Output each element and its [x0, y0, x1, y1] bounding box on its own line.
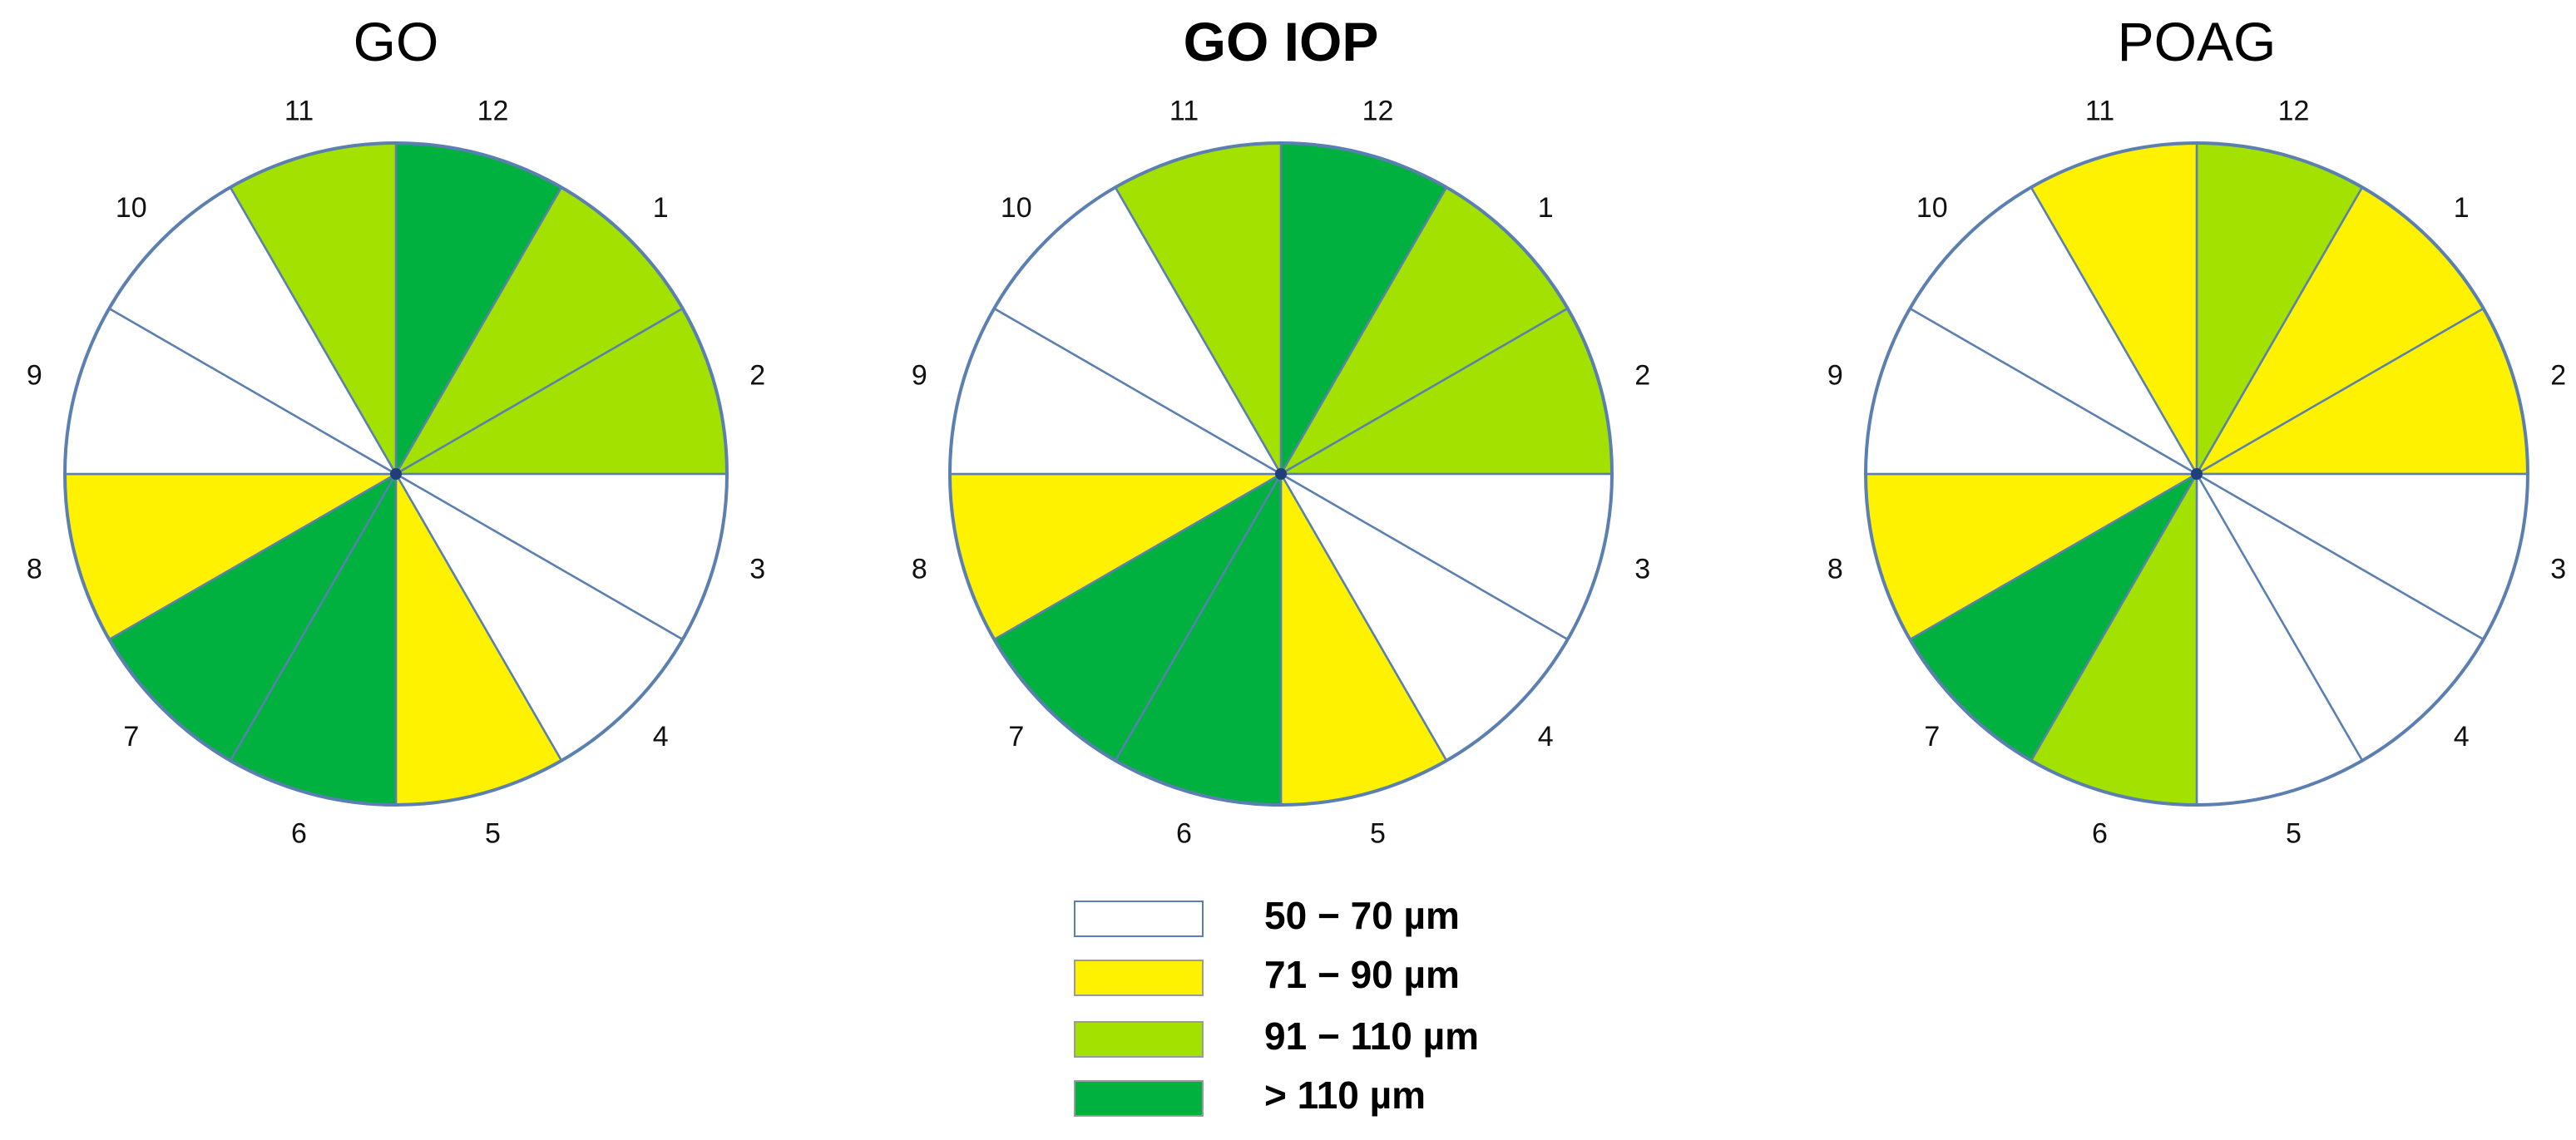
clock-label-6: 6 [1176, 818, 1192, 850]
clock-label-12: 12 [477, 95, 509, 126]
disc-outline [1864, 141, 2529, 807]
panel-title: GO IOP [1184, 11, 1379, 72]
panel-title: GO [354, 11, 439, 72]
clock-label-10: 10 [1001, 192, 1032, 224]
clock-label-8: 8 [912, 553, 927, 585]
clock-label-7: 7 [1924, 721, 1940, 753]
clock-label-2: 2 [749, 359, 765, 391]
legend-label: 91 − 110 µm [1264, 1014, 1479, 1058]
disc-outline [948, 141, 1614, 807]
clock-label-1: 1 [1538, 192, 1554, 224]
clock-label-9: 9 [912, 359, 927, 391]
clock-label-11: 11 [1169, 95, 1199, 126]
legend-item-white: 50 − 70 µm [1074, 894, 1460, 937]
clock-label-5: 5 [2286, 818, 2302, 850]
center-dot [1275, 468, 1287, 480]
clock-label-4: 4 [653, 721, 669, 753]
clock-label-1: 1 [653, 192, 669, 224]
clock-label-2: 2 [2550, 359, 2566, 391]
clock-label-12: 12 [2278, 95, 2310, 126]
center-dot [2191, 468, 2203, 480]
clock-label-3: 3 [749, 553, 765, 585]
legend: 50 − 70 µm 71 − 90 µm 91 − 110 µm > 110 µm [1074, 894, 1479, 1117]
legend-item-lime: 91 − 110 µm [1074, 1014, 1479, 1058]
legend-swatch [1074, 901, 1204, 937]
legend-label: > 110 µm [1264, 1073, 1426, 1117]
panel-title: POAG [2118, 11, 2277, 72]
clock-label-6: 6 [291, 818, 307, 850]
clock-label-11: 11 [2085, 95, 2114, 126]
legend-swatch [1074, 1021, 1204, 1058]
clock-label-3: 3 [1634, 553, 1650, 585]
clock-label-5: 5 [1370, 818, 1386, 850]
clock-label-10: 10 [116, 192, 147, 224]
clock-label-1: 1 [2454, 192, 2470, 224]
legend-swatch [1074, 960, 1204, 996]
clock-label-12: 12 [1362, 95, 1394, 126]
clock-label-7: 7 [1008, 721, 1024, 753]
clock-label-7: 7 [123, 721, 139, 753]
clock-label-4: 4 [1538, 721, 1554, 753]
clock-label-6: 6 [2092, 818, 2108, 850]
clock-label-5: 5 [485, 818, 501, 850]
clock-label-11: 11 [284, 95, 314, 126]
clock-label-9: 9 [27, 359, 42, 391]
center-dot [390, 468, 402, 480]
clock-label-9: 9 [1827, 359, 1843, 391]
clock-label-3: 3 [2550, 553, 2566, 585]
clock-label-8: 8 [27, 553, 42, 585]
legend-swatch [1074, 1080, 1204, 1117]
legend-item-yellow: 71 − 90 µm [1074, 953, 1460, 996]
clock-label-2: 2 [1634, 359, 1650, 391]
clock-label-10: 10 [1916, 192, 1948, 224]
legend-label: 71 − 90 µm [1264, 953, 1460, 996]
legend-label: 50 − 70 µm [1264, 894, 1460, 937]
disc-outline [63, 141, 729, 807]
clock-label-8: 8 [1827, 553, 1843, 585]
legend-item-green: > 110 µm [1074, 1073, 1426, 1117]
clock-label-4: 4 [2454, 721, 2470, 753]
